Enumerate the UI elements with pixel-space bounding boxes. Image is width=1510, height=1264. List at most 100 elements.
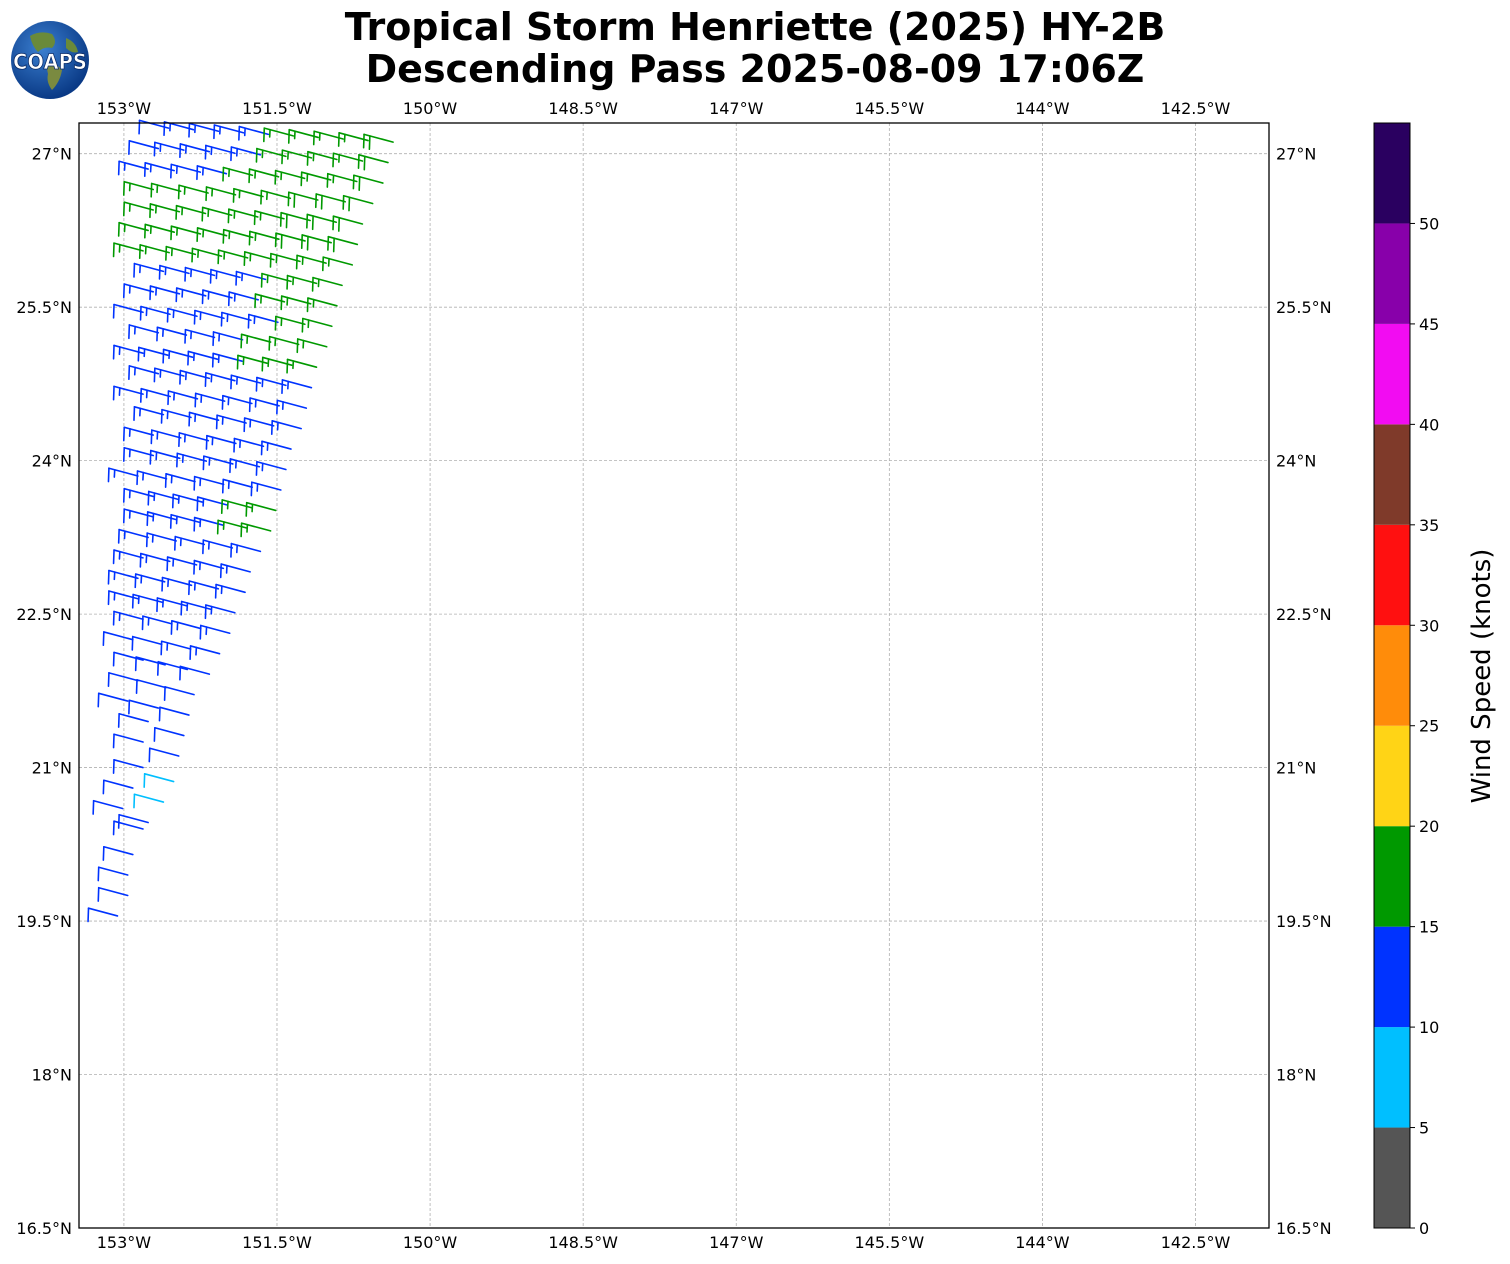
wind-barb [214, 583, 246, 599]
lat-tick-label-right: 22.5°N [1276, 605, 1332, 624]
lat-tick-label-left: 19.5°N [16, 912, 72, 931]
wind-barb [143, 162, 175, 177]
wind-barb [240, 522, 272, 538]
wind-barb [243, 251, 275, 267]
wind-barb [260, 440, 292, 456]
wind-barb [161, 576, 193, 592]
wind-barb [188, 580, 220, 596]
wind-barb [117, 528, 149, 544]
wind-barb [332, 215, 364, 232]
wind-barb [194, 392, 226, 408]
wind-barb [167, 390, 199, 406]
wind-barb [112, 610, 144, 626]
lon-tick-label-top: 144°W [1015, 99, 1070, 118]
lat-tick-label-right: 27°N [1276, 145, 1316, 164]
wind-barb [169, 513, 201, 529]
wind-barb [102, 631, 134, 647]
wind-barb [204, 604, 236, 620]
wind-barb [232, 187, 264, 203]
wind-barb [255, 376, 287, 392]
lon-tick-label-top: 151.5°W [242, 99, 312, 118]
wind-barb [184, 266, 216, 282]
map-gridlines [79, 123, 1269, 1229]
wind-barb [362, 133, 394, 151]
chart-title: Tropical Storm Henriette (2025) HY-2B De… [0, 6, 1510, 90]
wind-barb [176, 452, 208, 468]
colorbar-tick-label: 45 [1419, 315, 1439, 334]
wind-barb [248, 397, 280, 413]
lat-tick-label-right: 24°N [1276, 452, 1316, 471]
wind-barb [300, 234, 332, 251]
lon-tick-label-bottom: 153°W [97, 1233, 152, 1252]
wind-barb [166, 307, 198, 323]
wind-barb [222, 166, 254, 182]
wind-barb [170, 619, 202, 635]
lon-tick-label-top: 145.5°W [855, 99, 925, 118]
wind-barb [327, 235, 359, 253]
wind-barb [117, 712, 149, 728]
colorbar-bin [1374, 524, 1410, 626]
colorbar-frame [1373, 122, 1411, 1229]
wind-barb [146, 511, 178, 527]
colorbar-tick-label: 35 [1419, 516, 1439, 535]
wind-barb [117, 221, 149, 237]
wind-barb [107, 672, 139, 687]
wind-barb [133, 262, 165, 278]
wind-barb [220, 311, 252, 327]
wind-barb [255, 147, 287, 163]
colorbar-bin [1374, 123, 1410, 224]
wind-barb [150, 182, 182, 198]
wind-barb [326, 172, 358, 188]
colorbar-tick-label: 5 [1419, 1119, 1429, 1138]
wind-barb [306, 213, 338, 231]
colorbar-label: Wind Speed (knots) [1467, 549, 1497, 804]
wind-barb [230, 542, 262, 558]
wind-barb [286, 358, 318, 374]
wind-barb [191, 247, 223, 263]
wind-barb [156, 326, 188, 342]
colorbar-bin [1374, 625, 1410, 726]
wind-barb [201, 289, 233, 305]
wind-barb [199, 624, 231, 640]
lon-tick-label-bottom: 151.5°W [242, 1233, 312, 1252]
colorbar-tick-label: 30 [1419, 616, 1439, 635]
wind-barb [196, 227, 228, 243]
lat-tick-label-left: 21°N [32, 759, 72, 778]
wind-barb [139, 305, 171, 321]
wind-barb [175, 204, 207, 220]
lon-tick-label-top: 150°W [403, 99, 458, 118]
wind-barb [156, 660, 189, 676]
wind-barb [148, 747, 180, 763]
wind-barb [276, 399, 308, 415]
wind-barb [279, 211, 311, 229]
lat-tick-label-right: 21°N [1276, 759, 1316, 778]
wind-barb [122, 201, 155, 217]
wind-barb [221, 394, 253, 410]
wind-barb [92, 799, 124, 815]
wind-barb [149, 449, 181, 465]
wind-barb [134, 656, 166, 672]
colorbar-bin [1374, 1127, 1410, 1228]
lon-tick-label-top: 148.5°W [548, 99, 618, 118]
wind-barb [128, 140, 160, 155]
wind-barb [222, 228, 254, 244]
wind-barb [178, 432, 210, 448]
wind-barb [175, 287, 207, 303]
wind-barb [253, 210, 285, 226]
wind-barb [274, 232, 306, 249]
wind-barb [268, 335, 300, 351]
wind-barb [202, 455, 234, 471]
wind-barb [184, 328, 216, 344]
wind-barb [229, 458, 261, 474]
wind-barb [117, 813, 149, 829]
wind-barb [274, 169, 306, 185]
wind-barb [112, 303, 144, 319]
wind-barb [87, 907, 119, 923]
wind-barb [219, 563, 251, 579]
wind-barb [150, 429, 182, 445]
wind-barb [332, 152, 364, 168]
wind-barb [117, 160, 149, 176]
wind-barb [160, 408, 192, 424]
wind-barb [102, 845, 134, 861]
